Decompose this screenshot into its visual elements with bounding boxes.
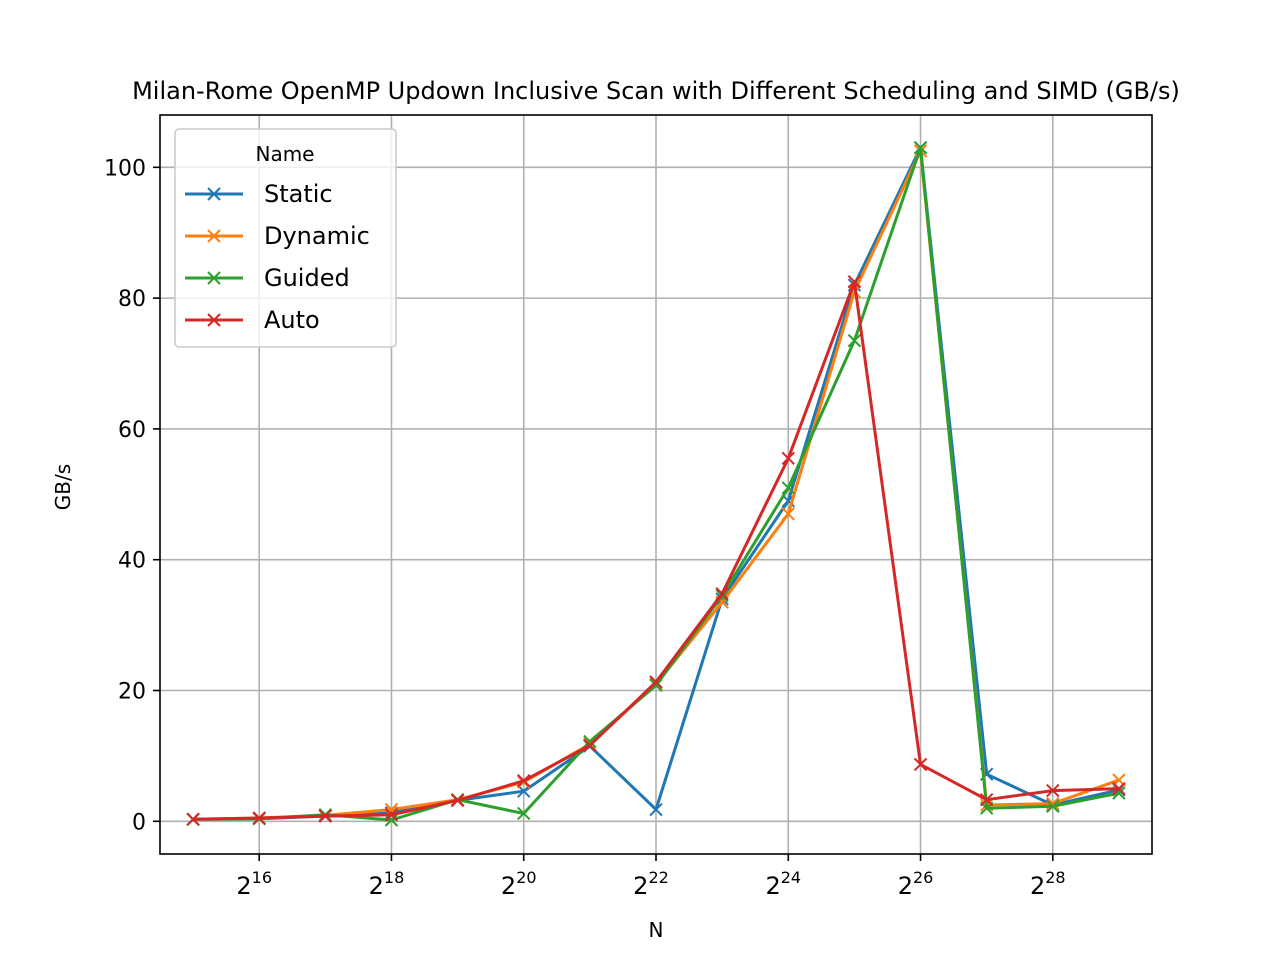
data-point-dynamic bbox=[781, 507, 795, 521]
data-point-auto bbox=[517, 774, 531, 788]
series-auto bbox=[186, 275, 1126, 827]
data-point-auto bbox=[1112, 781, 1126, 796]
y-axis-label: GB/s bbox=[51, 464, 75, 510]
data-point-guided bbox=[847, 333, 862, 348]
data-point-auto bbox=[318, 809, 333, 823]
x-tick-label: 228 bbox=[1030, 868, 1066, 900]
data-point-guided bbox=[583, 734, 597, 749]
legend-item-guided: Guided bbox=[185, 264, 350, 292]
data-point-auto bbox=[649, 675, 663, 689]
data-point-auto bbox=[1046, 783, 1060, 798]
chart-title: Milan-Rome OpenMP Updown Inclusive Scan … bbox=[132, 77, 1180, 105]
y-tick-label: 60 bbox=[118, 418, 146, 443]
data-point-auto bbox=[450, 793, 465, 808]
data-point-auto bbox=[186, 812, 200, 827]
x-tick-label: 220 bbox=[501, 868, 537, 900]
legend-item-static: Static bbox=[185, 180, 333, 208]
x-tick-label: 216 bbox=[236, 868, 272, 900]
x-tick-label: 222 bbox=[633, 868, 669, 900]
y-tick-label: 100 bbox=[104, 156, 146, 181]
x-tick-label: 224 bbox=[765, 868, 801, 900]
data-point-guided bbox=[1046, 799, 1060, 813]
data-point-guided bbox=[517, 806, 531, 821]
y-tick-label: 0 bbox=[132, 810, 146, 835]
y-tick-label: 40 bbox=[118, 549, 146, 574]
legend: Name Static Dynamic Guided Auto bbox=[174, 128, 397, 348]
data-point-guided bbox=[781, 481, 795, 495]
data-point-guided bbox=[649, 678, 663, 692]
legend-box bbox=[174, 128, 397, 348]
x-tick-label: 226 bbox=[898, 868, 934, 900]
legend-label: Guided bbox=[264, 264, 350, 292]
x-axis-label: N bbox=[649, 918, 664, 942]
data-point-auto bbox=[583, 738, 597, 753]
data-point-auto bbox=[979, 793, 994, 807]
legend-label: Static bbox=[264, 180, 333, 208]
data-point-auto bbox=[847, 275, 862, 289]
legend-item-auto: Auto bbox=[185, 306, 320, 334]
y-tick-label: 20 bbox=[118, 680, 146, 705]
data-point-auto bbox=[252, 811, 266, 825]
y-tick-label: 80 bbox=[118, 287, 146, 312]
legend-label: Auto bbox=[264, 306, 320, 334]
x-tick-label: 218 bbox=[369, 868, 405, 900]
data-point-guided bbox=[913, 140, 928, 155]
data-point-auto bbox=[781, 451, 795, 466]
data-point-auto bbox=[384, 808, 399, 822]
series-lines bbox=[186, 140, 1126, 827]
legend-item-dynamic: Dynamic bbox=[185, 222, 370, 250]
data-point-auto bbox=[715, 587, 729, 601]
data-point-static bbox=[649, 802, 663, 817]
data-point-auto bbox=[913, 757, 928, 772]
legend-title: Name bbox=[255, 142, 314, 166]
axis-ticks: 216 218 220 222 224 226 228 0 20 40 60 80 100 bbox=[104, 156, 1066, 900]
legend-label: Dynamic bbox=[264, 222, 370, 250]
